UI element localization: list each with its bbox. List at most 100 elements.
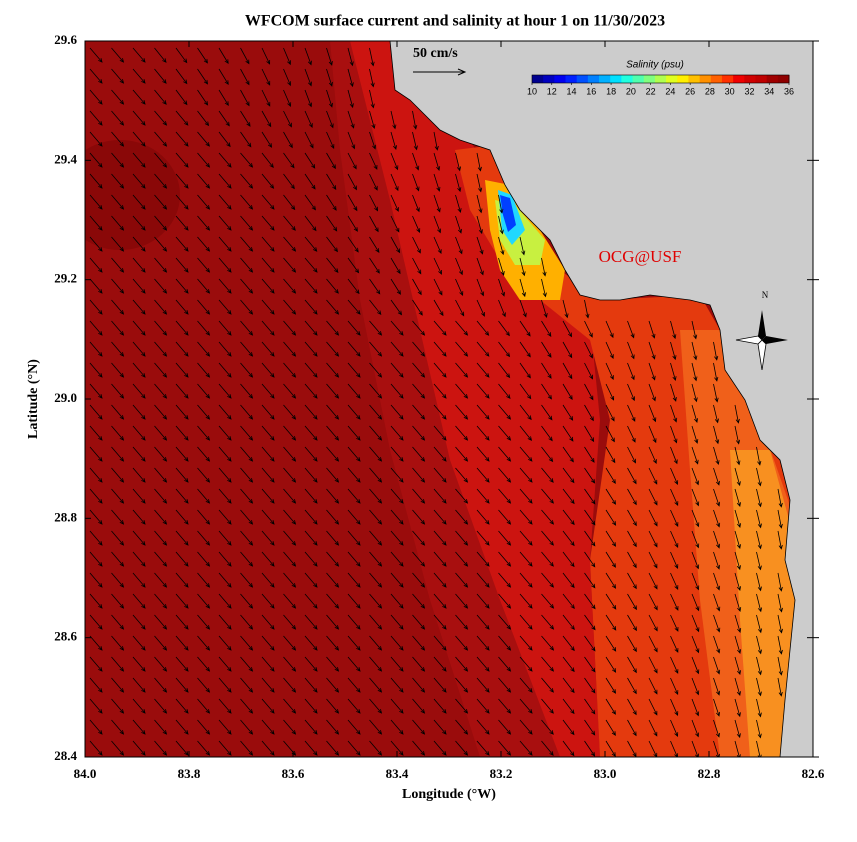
current-arrow — [562, 320, 572, 338]
current-arrow — [154, 89, 167, 105]
current-arrow — [562, 509, 575, 526]
current-arrow — [412, 383, 426, 399]
current-arrow — [605, 425, 615, 443]
current-arrow — [261, 425, 275, 441]
current-arrow — [218, 446, 232, 462]
current-arrow — [433, 593, 447, 609]
x-tick-label: 82.6 — [802, 766, 825, 781]
current-arrow — [777, 572, 783, 592]
current-arrow — [455, 509, 469, 525]
current-arrow — [412, 593, 426, 609]
current-arrow — [455, 530, 469, 546]
colorbar-tick-label: 16 — [586, 86, 596, 96]
current-arrow — [412, 677, 426, 693]
current-arrow — [326, 257, 339, 273]
current-arrow — [390, 677, 404, 693]
current-arrow — [240, 131, 252, 148]
current-arrow — [562, 446, 574, 463]
current-arrow — [154, 194, 168, 210]
current-arrow — [412, 362, 426, 378]
current-arrow — [326, 740, 340, 756]
current-arrow — [154, 446, 168, 462]
current-arrow — [261, 362, 275, 378]
current-arrow — [519, 425, 533, 441]
current-arrow — [648, 404, 657, 423]
current-arrow — [498, 698, 512, 714]
current-arrow — [132, 215, 146, 231]
current-arrow — [347, 656, 361, 672]
current-arrow — [240, 320, 254, 336]
current-arrow — [498, 572, 512, 588]
current-arrow — [326, 110, 334, 129]
current-arrow — [347, 719, 361, 735]
colorbar: 10 12 14 16 18 20 22 24 26 28 30 32 34 36 — [527, 74, 794, 96]
current-arrow — [605, 488, 617, 505]
current-arrow — [648, 383, 656, 402]
y-axis-label: Latitude (°N) — [26, 359, 41, 439]
current-arrow — [89, 110, 103, 126]
current-arrow — [218, 467, 232, 483]
current-arrow — [197, 257, 211, 273]
current-arrow — [670, 551, 679, 569]
current-arrow — [197, 383, 211, 399]
current-arrow — [433, 635, 447, 651]
current-arrow — [584, 509, 596, 526]
current-arrow — [111, 236, 125, 252]
salinity-field — [85, 41, 813, 757]
current-arrow — [304, 320, 318, 336]
current-arrow — [240, 341, 254, 357]
current-arrow — [197, 278, 211, 294]
current-arrow — [670, 656, 679, 674]
current-arrow — [283, 677, 297, 693]
current-arrow — [670, 362, 677, 382]
current-arrow — [369, 509, 383, 525]
current-arrow — [175, 614, 189, 630]
current-arrow — [261, 110, 272, 128]
current-arrow — [390, 152, 399, 171]
current-arrow — [562, 530, 575, 547]
current-arrow — [326, 614, 340, 630]
current-arrow — [154, 320, 168, 336]
current-arrow — [111, 740, 125, 756]
current-arrow — [326, 341, 340, 357]
current-arrow — [111, 341, 125, 357]
current-arrow — [519, 236, 526, 256]
current-arrow — [433, 467, 447, 483]
current-arrow — [390, 383, 404, 399]
current-arrow — [175, 446, 189, 462]
current-arrow — [412, 719, 426, 735]
colorbar-tick-label: 18 — [606, 86, 616, 96]
current-arrow — [111, 131, 125, 147]
current-arrow — [476, 530, 490, 546]
current-arrow — [261, 446, 275, 462]
current-arrow — [111, 299, 125, 315]
current-arrow — [347, 446, 361, 462]
current-arrow — [240, 278, 254, 294]
current-arrow — [670, 614, 679, 632]
current-arrow — [476, 362, 490, 378]
current-arrow — [627, 425, 636, 443]
current-arrow — [455, 215, 462, 234]
current-arrow — [541, 719, 554, 735]
current-arrow — [627, 635, 637, 653]
current-arrow — [304, 131, 314, 149]
current-arrow — [562, 425, 574, 442]
current-arrow — [670, 719, 679, 738]
current-arrow — [218, 47, 229, 65]
current-arrow — [369, 173, 378, 191]
current-arrow — [240, 446, 254, 462]
current-arrow — [369, 404, 383, 420]
current-arrow — [455, 236, 463, 255]
current-arrow — [691, 635, 700, 654]
current-arrow — [175, 152, 189, 168]
current-arrow — [326, 425, 340, 441]
current-arrow — [154, 467, 168, 483]
current-arrow — [283, 68, 292, 87]
current-arrow — [605, 446, 616, 464]
current-arrow — [218, 488, 232, 504]
current-arrow — [261, 47, 271, 65]
current-arrow — [347, 341, 361, 357]
current-arrow — [412, 509, 426, 525]
current-arrow — [154, 173, 168, 189]
current-arrow — [412, 467, 426, 483]
